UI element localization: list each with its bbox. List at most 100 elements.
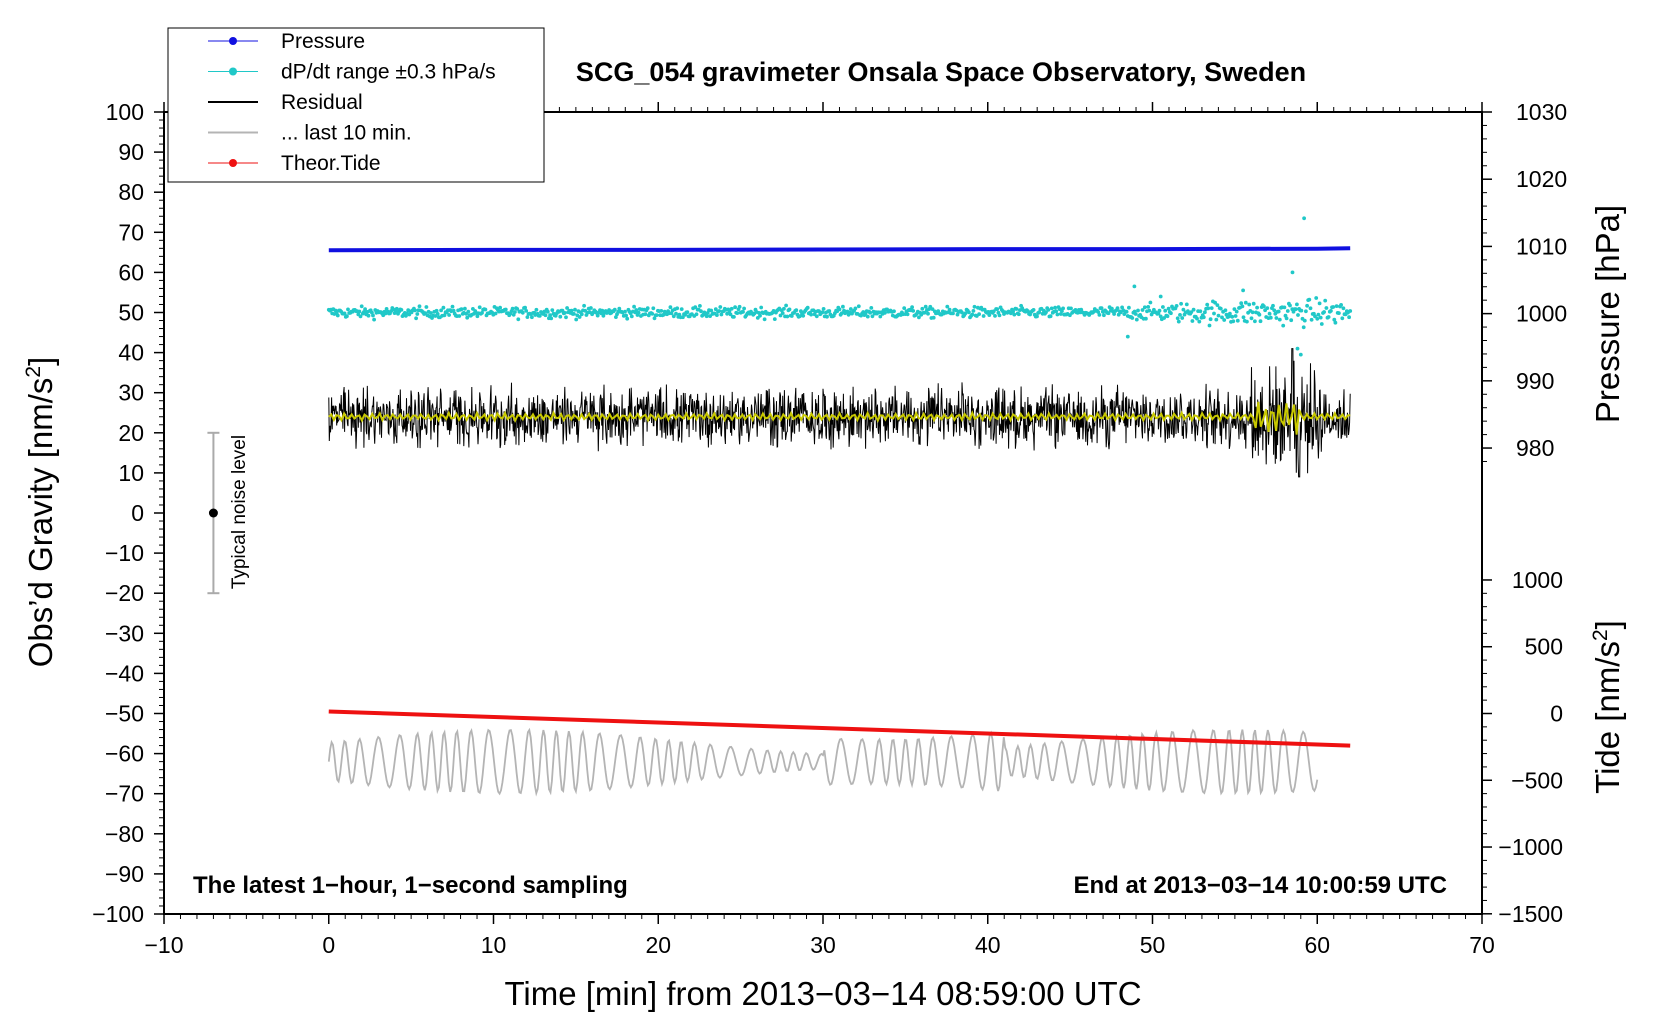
dpdt-point (510, 306, 515, 311)
tide-tick-label: −1500 (1498, 901, 1563, 927)
dpdt-point (1315, 316, 1320, 321)
dpdt-point (1161, 305, 1165, 309)
dpdt-point (530, 315, 534, 320)
dpdt-point (1157, 308, 1162, 313)
dpdt-point (503, 307, 508, 312)
dpdt-point (1054, 309, 1059, 314)
dpdt-point (1216, 313, 1221, 318)
dpdt-point (1166, 306, 1171, 311)
pressure-tick-label: 1000 (1516, 301, 1567, 327)
dpdt-point (359, 304, 364, 309)
dpdt-point (1243, 300, 1248, 305)
dpdt-point (987, 313, 992, 317)
dpdt-point (1176, 319, 1181, 324)
dpdt-point (1331, 305, 1336, 309)
dpdt-point (742, 306, 746, 311)
dpdt-point (825, 314, 829, 319)
y-axis-title-sup: 2 (22, 366, 45, 378)
dpdt-point (1305, 303, 1309, 308)
dpdt-point (923, 304, 928, 309)
dpdt-point (1132, 284, 1137, 289)
dpdt-point (1308, 306, 1313, 311)
dpdt-point (827, 309, 832, 313)
dpdt-point (1206, 306, 1211, 311)
dpdt-point (911, 309, 916, 313)
dpdt-point (967, 310, 971, 315)
y-tick-label: −50 (105, 701, 144, 727)
dpdt-point (1301, 325, 1306, 330)
dpdt-point (1044, 310, 1048, 315)
y-tick-label: −90 (105, 861, 144, 887)
dpdt-point (1096, 310, 1101, 314)
dpdt-point (1012, 312, 1017, 317)
dpdt-point (466, 309, 471, 314)
dpdt-point (565, 306, 569, 310)
dpdt-point (1318, 315, 1323, 320)
dpdt-point (362, 310, 366, 314)
dpdt-point (971, 309, 976, 313)
dpdt-point (1232, 307, 1237, 311)
dpdt-point (674, 311, 678, 316)
y-tick-label: 70 (118, 219, 144, 245)
dpdt-point (1295, 346, 1300, 351)
dpdt-point (1340, 316, 1345, 321)
dpdt-point (970, 312, 975, 317)
dpdt-point (681, 315, 685, 320)
dpdt-point (1147, 308, 1152, 313)
dpdt-point (1334, 304, 1339, 308)
dpdt-point (1158, 294, 1163, 299)
dpdt-point (1257, 312, 1262, 317)
dpdt-point (814, 314, 819, 319)
dpdt-point (1267, 311, 1272, 316)
dpdt-point (1245, 319, 1249, 324)
dpdt-point (951, 311, 955, 316)
dpdt-point (1329, 309, 1333, 313)
dpdt-point (1148, 300, 1153, 305)
dpdt-point (870, 314, 875, 319)
dpdt-point (1179, 301, 1183, 306)
x-tick-label: 50 (1140, 932, 1166, 958)
smoothed-residual-series (328, 401, 1351, 435)
dpdt-point (483, 307, 488, 312)
dpdt-point (892, 309, 896, 314)
dpdt-point (1319, 322, 1324, 326)
dpdt-point (643, 312, 648, 317)
dpdt-point (634, 308, 639, 312)
dpdt-point (1213, 300, 1217, 305)
dpdt-point (358, 314, 363, 319)
dpdt-point (905, 312, 910, 317)
dpdt-point (699, 309, 703, 314)
dpdt-point (1127, 305, 1131, 310)
dpdt-point (1239, 301, 1244, 306)
dpdt-point (543, 313, 548, 318)
dpdt-point (718, 305, 723, 309)
pressure-tick-label: 1030 (1516, 99, 1567, 125)
dpdt-point (713, 307, 718, 312)
dpdt-point (1247, 302, 1252, 307)
y-tick-label: −100 (92, 901, 144, 927)
dpdt-point (493, 311, 498, 316)
dpdt-point (1341, 306, 1346, 311)
dpdt-point (548, 313, 552, 318)
dpdt-point (801, 313, 806, 318)
dpdt-point (346, 307, 350, 312)
dpdt-point (991, 309, 996, 314)
dpdt-point (1304, 309, 1308, 314)
dpdt-point (345, 314, 349, 319)
dpdt-point (735, 311, 740, 315)
dpdt-point (614, 315, 618, 319)
dpdt-point (1253, 319, 1257, 324)
dpdt-point (1230, 314, 1235, 319)
ticks-layer (154, 102, 1492, 924)
dpdt-point (694, 312, 699, 317)
dpdt-point (917, 315, 921, 320)
dpdt-point (1276, 309, 1281, 314)
dpdt-point (1333, 320, 1338, 325)
dpdt-point (1332, 317, 1337, 322)
dpdt-point (868, 310, 872, 315)
dpdt-point (782, 306, 786, 311)
legend-box (167, 27, 545, 183)
dpdt-point (972, 304, 977, 309)
dpdt-point (1156, 311, 1161, 316)
dpdt-point (805, 305, 810, 310)
